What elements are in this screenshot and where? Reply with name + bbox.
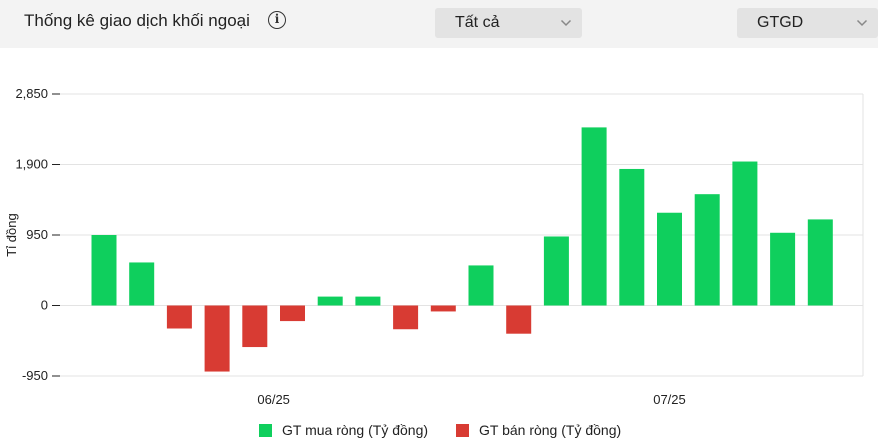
y-tick-label: 1,900 xyxy=(15,157,48,172)
metric-dropdown-value: GTGD xyxy=(757,14,804,31)
buy-bar xyxy=(91,235,117,306)
legend-label: GT mua ròng (Tỷ đồng) xyxy=(282,422,428,438)
metric-dropdown[interactable]: GTGD xyxy=(737,8,878,38)
chart-legend: GT mua ròng (Tỷ đồng) GT bán ròng (Tỷ đồn… xyxy=(259,422,621,438)
x-tick-label: 06/25 xyxy=(257,392,290,407)
y-axis-ticks: -950 0 950 1,900 2,850 xyxy=(15,86,60,383)
legend-label: GT bán ròng (Tỷ đồng) xyxy=(479,422,621,438)
buy-bar xyxy=(317,296,343,306)
buy-bar xyxy=(581,127,607,306)
buy-bar xyxy=(129,262,155,306)
x-axis-ticks: 06/25 07/25 xyxy=(257,392,685,407)
buy-bar xyxy=(694,194,720,306)
header-bar: Thống kê giao dịch khối ngoại i Tất cả G… xyxy=(0,0,878,48)
info-icon[interactable]: i xyxy=(268,11,286,29)
buy-bar xyxy=(355,296,381,306)
chart-grid xyxy=(60,93,864,377)
legend-swatch xyxy=(259,424,272,437)
buy-bar xyxy=(807,219,833,306)
y-tick-label: 0 xyxy=(41,298,48,313)
sell-bar xyxy=(242,305,268,348)
y-tick-label: 2,850 xyxy=(15,86,48,101)
y-axis-label: Tỉ đồng xyxy=(4,213,19,256)
sell-bar xyxy=(166,305,192,329)
legend-swatch xyxy=(456,424,469,437)
filter-dropdown[interactable]: Tất cả xyxy=(435,8,582,38)
sell-bar xyxy=(204,305,230,372)
buy-bar xyxy=(770,232,796,306)
chevron-down-icon xyxy=(560,19,572,27)
page-title: Thống kê giao dịch khối ngoại xyxy=(24,11,250,30)
filter-dropdown-value: Tất cả xyxy=(455,14,500,31)
sell-bar xyxy=(506,305,532,334)
buy-bar xyxy=(732,161,758,306)
chevron-down-icon xyxy=(856,19,868,27)
buy-bar xyxy=(657,212,682,306)
sell-bar xyxy=(393,305,419,330)
buy-bar xyxy=(543,236,569,306)
x-tick-label: 07/25 xyxy=(653,392,686,407)
sell-bar xyxy=(280,305,305,322)
bar-series xyxy=(91,127,833,372)
y-tick-label: -950 xyxy=(22,368,48,383)
buy-bar xyxy=(619,168,645,306)
y-tick-label: 950 xyxy=(26,227,48,242)
sell-bar xyxy=(430,305,456,312)
net-trading-bar-chart: -950 0 950 1,900 2,850 Tỉ đồng 06/25 07/25 GT… xyxy=(4,86,864,438)
buy-bar xyxy=(468,265,494,306)
